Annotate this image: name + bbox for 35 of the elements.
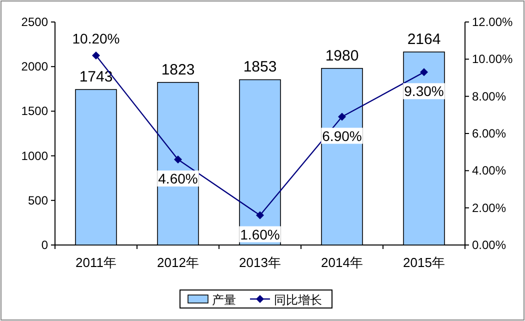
y-tick-label: 1500 — [21, 104, 48, 118]
y-tick-label: 500 — [28, 193, 48, 208]
y2-tick-label: 0.00% — [472, 238, 506, 252]
point — [420, 68, 428, 76]
data-label: 1980 — [325, 47, 359, 64]
point — [338, 112, 346, 121]
point — [92, 51, 100, 60]
y-tick-label: 1000 — [21, 148, 48, 163]
point — [256, 211, 264, 220]
y2-tick-label: 8.00% — [472, 89, 506, 104]
data-label: 1743 — [79, 68, 113, 86]
x-tick-label: 2015年 — [403, 255, 445, 270]
data-label: 2164 — [407, 30, 441, 48]
x-tick-label: 2014年 — [321, 255, 363, 270]
data-label: 9.30% — [404, 83, 444, 100]
y-tick-label: 0 — [41, 238, 48, 252]
y2-tick-label: 4.00% — [472, 164, 506, 178]
legend-label: 产量 — [212, 293, 236, 307]
data-label: 1.60% — [240, 226, 280, 242]
data-label: 1823 — [161, 61, 195, 78]
data-label: 4.60% — [158, 170, 198, 187]
data-label: 1853 — [243, 58, 277, 76]
point — [174, 156, 182, 164]
y2-tick-label: 2.00% — [472, 200, 506, 215]
x-tick-label: 2012年 — [157, 255, 199, 270]
data-label: 10.20% — [72, 30, 120, 46]
y2-tick-label: 6.00% — [472, 126, 506, 140]
x-tick-label: 2011年 — [76, 255, 116, 270]
y-tick-label: 2000 — [21, 60, 48, 74]
y2-tick-label: 12.00% — [472, 15, 514, 29]
x-tick-label: 2013年 — [239, 255, 281, 270]
legend-label: 同比增长 — [274, 293, 322, 307]
y2-tick-label: 10.00% — [472, 52, 514, 66]
data-label: 6.90% — [322, 128, 362, 144]
y-tick-label: 2500 — [21, 15, 48, 29]
